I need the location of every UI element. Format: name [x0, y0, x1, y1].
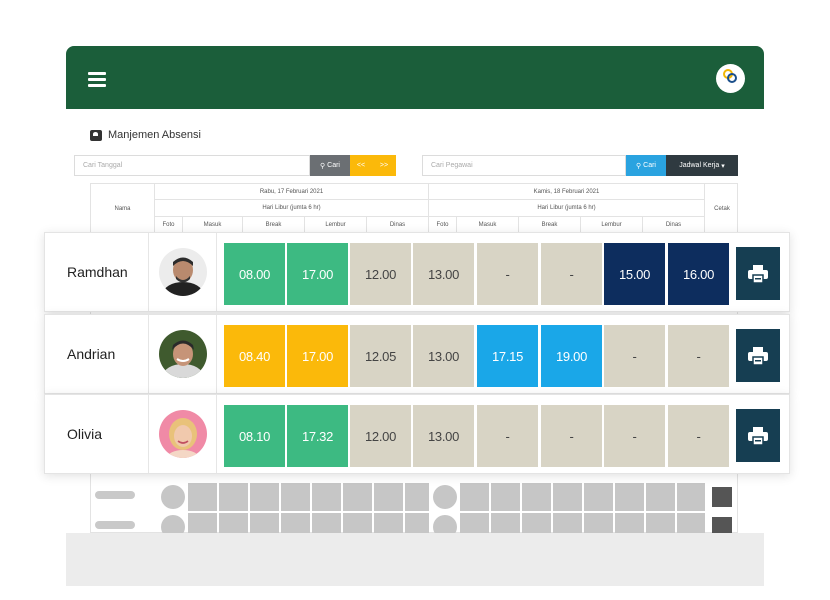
time-cell: 16.00: [668, 243, 729, 305]
skeleton-row: [91, 483, 739, 511]
work-schedule-dropdown[interactable]: Jadwal Kerja ▾: [666, 155, 738, 176]
time-cell: 12.00: [350, 243, 411, 305]
employee-search-button[interactable]: ⚲ Cari: [626, 155, 666, 176]
avatar: [159, 330, 207, 378]
time-cell: 17.15: [477, 325, 538, 387]
employee-photo: [149, 315, 217, 393]
time-cell: 13.00: [413, 325, 474, 387]
time-cell: -: [668, 405, 729, 467]
time-cell: -: [477, 405, 538, 467]
holiday-label-2: Hari Libur (jumta 6 hr): [429, 200, 705, 217]
date-search-button[interactable]: ⚲ Cari: [310, 155, 350, 176]
employee-search-bar: Cari Pegawai ⚲ Cari Jadwal Kerja ▾: [422, 155, 738, 176]
name-column-header: Nama: [91, 184, 155, 234]
time-cell: 17.00: [287, 325, 348, 387]
chevron-down-icon: ▾: [721, 162, 725, 170]
time-cell: 15.00: [604, 243, 665, 305]
search-icon: ⚲: [320, 162, 326, 170]
print-button[interactable]: [736, 409, 780, 462]
employee-name: Andrian: [45, 315, 149, 393]
prev-day-button[interactable]: <<: [350, 155, 372, 176]
time-cell: 13.00: [413, 243, 474, 305]
time-cell: 13.00: [413, 405, 474, 467]
avatar: [159, 410, 207, 458]
next-day-button[interactable]: >>: [372, 155, 396, 176]
printer-icon: [748, 264, 768, 284]
time-cell: -: [668, 325, 729, 387]
employee-search-input[interactable]: Cari Pegawai: [422, 155, 626, 176]
print-button[interactable]: [736, 247, 780, 300]
company-logo: [716, 64, 745, 93]
page-heading: Manjemen Absensi: [90, 129, 201, 141]
day-header-2: Kamis, 18 Februari 2021: [429, 184, 705, 200]
time-cell: 17.32: [287, 405, 348, 467]
top-navbar: [66, 46, 764, 109]
employee-card-olivia[interactable]: Olivia 08.10 17.32 12.00 13.00 - - - -: [44, 394, 790, 474]
time-cell: -: [541, 243, 602, 305]
time-cell: 08.40: [224, 325, 285, 387]
printer-icon: [748, 426, 768, 446]
holiday-label-1: Hari Libur (jumta 6 hr): [155, 200, 429, 217]
avatar: [159, 248, 207, 296]
print-button[interactable]: [736, 329, 780, 382]
time-cell: -: [477, 243, 538, 305]
hamburger-menu-icon[interactable]: [88, 72, 106, 87]
day-header-1: Rabu, 17 Februari 2021: [155, 184, 429, 200]
time-cell: 19.00: [541, 325, 602, 387]
time-cell: 17.00: [287, 243, 348, 305]
time-cell: -: [604, 405, 665, 467]
printer-icon: [748, 346, 768, 366]
print-column-header: Cetak: [705, 184, 739, 234]
employee-card-andrian[interactable]: Andrian 08.40 17.00 12.05 13.00 17.15 19…: [44, 314, 790, 394]
employee-card-ramdhan[interactable]: Ramdhan 08.00 17.00 12.00 13.00 - - 15.0…: [44, 232, 790, 312]
employee-name: Ramdhan: [45, 233, 149, 311]
page-title: Manjemen Absensi: [108, 129, 201, 141]
time-cell: -: [604, 325, 665, 387]
employee-photo: [149, 395, 217, 473]
time-cell: 08.00: [224, 243, 285, 305]
date-search-bar: Cari Tanggal ⚲ Cari << >>: [74, 155, 396, 176]
date-search-input[interactable]: Cari Tanggal: [74, 155, 310, 176]
employee-photo: [149, 233, 217, 311]
id-card-icon: [90, 129, 102, 141]
time-cell: 08.10: [224, 405, 285, 467]
employee-name: Olivia: [45, 395, 149, 473]
search-icon: ⚲: [636, 162, 642, 170]
time-cell: 12.00: [350, 405, 411, 467]
footer-area: [66, 533, 764, 586]
time-cell: -: [541, 405, 602, 467]
time-cell: 12.05: [350, 325, 411, 387]
